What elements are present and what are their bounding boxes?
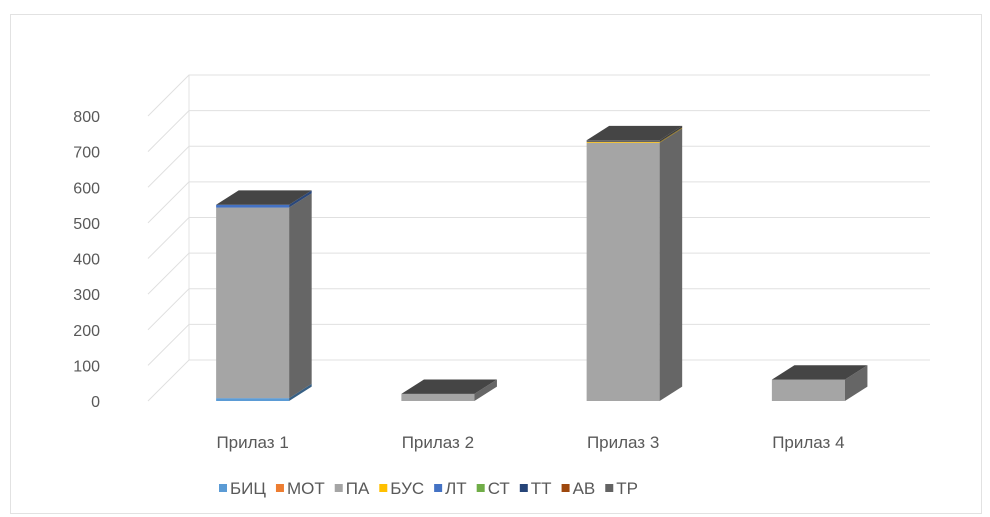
- category-labels: Прилаз 1 Прилаз 2 Прилаз 3 Прилаз 4: [216, 433, 844, 452]
- legend-swatch: [219, 484, 227, 492]
- legend-label: ТР: [616, 479, 638, 498]
- bar-segment-БИЦ: [216, 383, 312, 401]
- bar-segment-ЛТ: [216, 190, 312, 208]
- bar-segment-ТР: [586, 125, 683, 143]
- legend-item-АВ: АВ: [561, 479, 596, 498]
- gridline-7: [147, 110, 930, 152]
- gridline-2: [147, 288, 930, 331]
- legend-label: ТТ: [531, 479, 552, 498]
- bar-top-cap: [586, 125, 683, 141]
- legend-swatch: [334, 484, 343, 492]
- y-axis-ticks: 0 100 200 300 400 500 600 700 800: [73, 109, 100, 411]
- legend-item-СТ: СТ: [476, 479, 510, 498]
- legend-label: БУС: [390, 479, 424, 498]
- bar-top-cap: [216, 190, 312, 205]
- y-tick-label: 100: [73, 358, 100, 375]
- y-tick-label: 700: [73, 145, 100, 162]
- y-tick-label: 800: [73, 109, 100, 126]
- y-tick-label: 500: [73, 216, 100, 233]
- bar-1: [216, 190, 312, 401]
- gridline-8: [147, 74, 930, 117]
- legend-item-БУС: БУС: [379, 479, 424, 498]
- legend-item-ПА: ПА: [334, 479, 370, 498]
- gridline-3: [147, 252, 930, 295]
- bar-top-cap: [401, 379, 497, 394]
- gridline-6: [147, 145, 930, 188]
- legend-label: АВ: [573, 479, 596, 498]
- legend-item-МОТ: МОТ: [275, 479, 325, 498]
- bar-4: [771, 365, 868, 401]
- legend-item-ЛТ: ЛТ: [434, 479, 467, 498]
- gridline-4: [147, 217, 930, 259]
- legend-item-ТР: ТР: [605, 479, 638, 498]
- legend-item-ТТ: ТТ: [519, 479, 552, 498]
- bar-3: [586, 125, 683, 401]
- bar-top-cap: [771, 365, 868, 380]
- bars: [216, 125, 868, 401]
- legend-label: ПА: [346, 479, 370, 498]
- y-tick-label: 0: [91, 394, 100, 411]
- bar-segment-ПА: [216, 193, 312, 399]
- legend-item-БИЦ: БИЦ: [219, 479, 266, 498]
- legend-swatch: [275, 484, 284, 492]
- gridline-5: [147, 181, 930, 224]
- bar-segment-БУС: [586, 127, 683, 143]
- legend: БИЦ МОТ ПА БУС ЛТ СТ ТТ АВ ТР: [219, 479, 638, 498]
- legend-label: СТ: [488, 479, 510, 498]
- y-tick-label: 600: [73, 180, 100, 197]
- gridlines: [147, 74, 930, 402]
- category-label: Прилаз 4: [772, 433, 844, 452]
- bar-segment-ПА: [401, 379, 497, 401]
- y-tick-label: 400: [73, 252, 100, 269]
- chart-frame: [10, 14, 982, 514]
- gridline-1: [147, 323, 930, 366]
- y-tick-label: 300: [73, 287, 100, 304]
- gridline-0: [147, 359, 930, 402]
- category-label: Прилаз 1: [216, 433, 288, 452]
- legend-swatch: [379, 484, 388, 492]
- legend-swatch: [476, 484, 485, 492]
- legend-swatch: [605, 484, 614, 492]
- legend-swatch: [561, 484, 570, 492]
- legend-swatch: [434, 484, 443, 492]
- bar-segment-ПА: [771, 365, 868, 401]
- legend-label: БИЦ: [230, 479, 266, 498]
- bar-2: [401, 379, 497, 401]
- bar-segment-ПА: [586, 128, 683, 401]
- legend-label: МОТ: [287, 479, 325, 498]
- y-tick-label: 200: [73, 323, 100, 340]
- legend-label: ЛТ: [445, 479, 467, 498]
- legend-swatch: [519, 484, 528, 492]
- category-label: Прилаз 3: [587, 433, 659, 452]
- category-label: Прилаз 2: [402, 433, 474, 452]
